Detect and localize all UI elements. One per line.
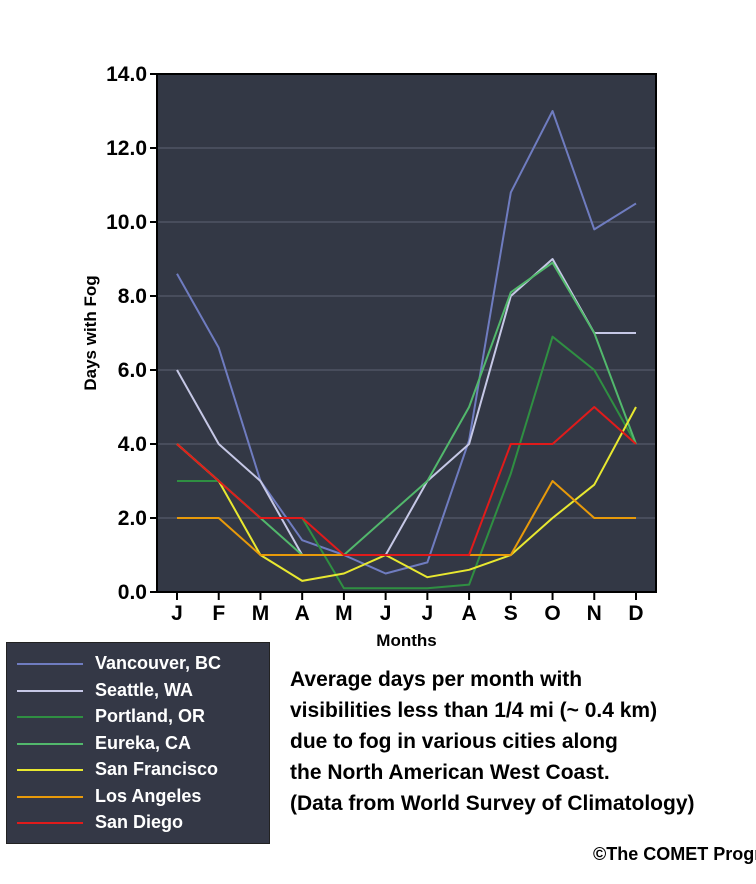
axis-ticks: 0.0 2.0 4.0 6.0 8.0 10.0 12.0 14.0 J F M A M J J A S O N D	[106, 63, 643, 625]
legend-label: Vancouver, BC	[95, 653, 222, 673]
legend-swatch	[17, 822, 83, 824]
copyright-notice: ©The COMET Program	[593, 844, 756, 864]
legend-swatch	[17, 742, 83, 745]
legend: Vancouver, BC Seattle, WA Portland, OR Eure…	[6, 642, 270, 844]
x-tick-label: S	[504, 602, 518, 625]
y-tick-label: 10.0	[106, 211, 147, 234]
y-tick-label: 8.0	[118, 285, 147, 308]
legend-item-los-angeles: Los Angeles	[7, 784, 269, 810]
x-tick-label: F	[212, 602, 225, 625]
legend-item-eureka-ca: Eureka, CA	[7, 731, 269, 757]
x-tick-label: N	[587, 602, 602, 625]
plot-frame	[156, 73, 657, 593]
description-line: (Data from World Survey of Climatology)	[290, 792, 695, 815]
y-tick-label: 2.0	[118, 507, 147, 530]
chart-description: Average days per month with visibilities…	[290, 664, 756, 819]
legend-swatch	[17, 716, 83, 718]
y-tick-label: 4.0	[118, 433, 147, 456]
y-tick-label: 14.0	[106, 63, 147, 86]
y-tick-label: 6.0	[118, 359, 147, 382]
legend-item-vancouver-bc: Vancouver, BC	[7, 651, 269, 677]
legend-swatch	[17, 795, 83, 798]
legend-label: Los Angeles	[95, 785, 202, 806]
legend-label: Eureka, CA	[95, 732, 192, 753]
description-line: due to fog in various cities along	[290, 730, 618, 753]
x-tick-label: J	[171, 602, 183, 625]
x-tick-label: A	[295, 602, 310, 625]
y-tick-label: 12.0	[106, 137, 147, 160]
legend-item-san-diego: San Diego	[7, 810, 269, 836]
legend-label: San Francisco	[95, 759, 219, 779]
legend-item-seattle-wa: Seattle, WA	[7, 678, 269, 704]
x-tick-label: M	[335, 602, 353, 625]
legend-swatch	[17, 663, 83, 665]
series-line-vancouver-bc	[176, 110, 637, 575]
x-tick-label: J	[380, 602, 392, 625]
legend-label: Seattle, WA	[95, 679, 194, 700]
x-tick-label: O	[544, 602, 560, 625]
series-line-seattle-wa	[176, 258, 636, 556]
legend-label: San Diego	[95, 812, 184, 832]
series-line-san-diego	[176, 406, 637, 556]
series-lines	[176, 110, 637, 590]
legend-swatch	[17, 689, 83, 692]
legend-label: Portland, OR	[95, 706, 206, 726]
x-tick-label: M	[252, 602, 270, 625]
x-tick-label: D	[628, 602, 643, 625]
plot-background	[157, 74, 656, 592]
legend-item-san-francisco: San Francisco	[7, 757, 269, 783]
description-line: the North American West Coast.	[290, 761, 610, 784]
x-axis-title: Months	[376, 631, 436, 650]
series-line-san-francisco	[176, 406, 637, 582]
description-line: Average days per month with	[290, 668, 583, 691]
description-line: visibilities less than 1/4 mi (~ 0.4 km)	[290, 699, 658, 722]
x-tick-label: J	[422, 602, 434, 625]
y-axis-title: Days with Fog	[81, 275, 100, 390]
y-tick-label: 0.0	[118, 581, 147, 604]
legend-swatch	[17, 769, 83, 771]
x-tick-label: A	[462, 602, 477, 625]
legend-item-portland-or: Portland, OR	[7, 704, 269, 730]
